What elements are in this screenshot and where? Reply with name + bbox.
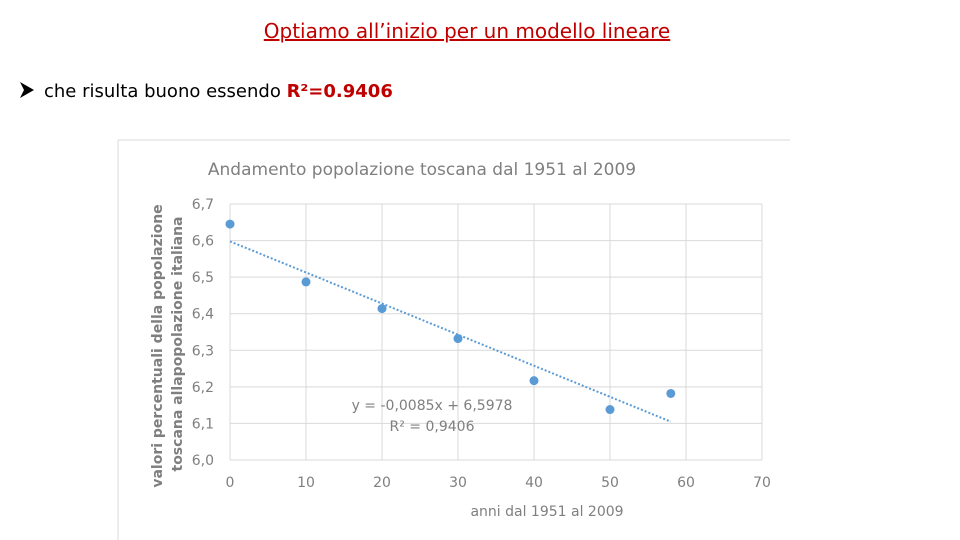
bullet: che risulta buono essendo R²=0.9406 xyxy=(44,81,393,102)
y-axis-label: toscana allapopolazione italiana xyxy=(170,217,186,472)
x-tick-label: 60 xyxy=(677,475,695,491)
point xyxy=(529,376,539,386)
x-tick-label: 10 xyxy=(297,475,315,491)
bullet-highlight: R²=0.9406 xyxy=(287,81,393,102)
point xyxy=(377,304,387,314)
trendline-equation: y = -0,0085x + 6,5978 xyxy=(352,398,513,414)
x-tick-label: 0 xyxy=(226,475,235,491)
x-tick-label: 20 xyxy=(373,475,391,491)
bullet-arrow xyxy=(20,82,34,98)
y-tick-label: 6,5 xyxy=(192,270,214,286)
trendline xyxy=(229,240,672,423)
x-tick-label: 50 xyxy=(601,475,619,491)
trendline-r2: R² = 0,9406 xyxy=(390,419,475,435)
y-tick-label: 6,1 xyxy=(192,416,214,432)
y-tick-label: 6,7 xyxy=(192,197,214,213)
point xyxy=(301,277,311,287)
y-tick-label: 6,2 xyxy=(192,380,214,396)
point xyxy=(225,219,235,229)
slide-title: Optiamo all’inizio per un modello linear… xyxy=(264,19,670,43)
y-tick-label: 6,6 xyxy=(192,234,214,250)
x-tick-label: 30 xyxy=(449,475,467,491)
bullet-text: che risulta buono essendo xyxy=(44,81,287,102)
y-axis-label: valori percentuali della popolazione xyxy=(150,204,166,487)
y-tick-label: 6,4 xyxy=(192,307,214,323)
x-axis-label: anni dal 1951 al 2009 xyxy=(470,504,623,520)
x-tick-label: 40 xyxy=(525,475,543,491)
chart-title: Andamento popolazione toscana dal 1951 a… xyxy=(208,160,636,180)
y-tick-label: 6,3 xyxy=(192,343,214,359)
x-tick-label: 70 xyxy=(753,475,771,491)
point xyxy=(605,405,615,415)
point xyxy=(453,334,463,344)
point xyxy=(666,388,676,398)
y-tick-label: 6,0 xyxy=(192,453,214,469)
chart: Andamento popolazione toscana dal 1951 a… xyxy=(117,139,790,540)
